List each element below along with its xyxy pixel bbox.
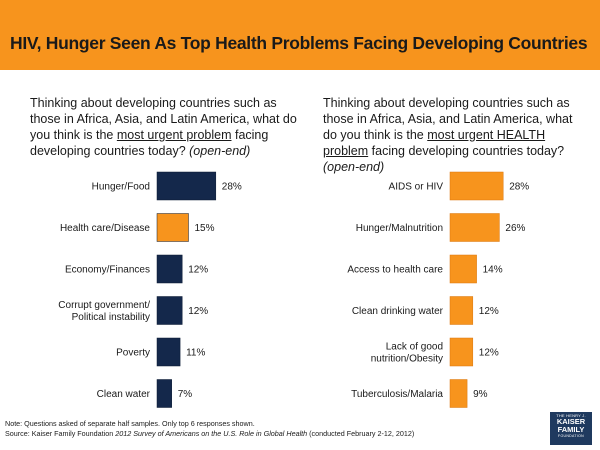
value-label-0-0: 28%: [222, 182, 242, 193]
footer-source: Source: Kaiser Family Foundation 2012 Su…: [5, 429, 525, 439]
category-label-1-4-line0: Lack of good: [386, 342, 443, 353]
kff-logo: THE HENRY J. KAISER FAMILY FOUNDATION: [550, 412, 592, 445]
right-question-post: facing developing countries today?: [368, 144, 565, 158]
bar-0-4: [156, 337, 181, 367]
logo-line2: KAISER: [556, 417, 586, 426]
bar-0-3: [156, 296, 183, 325]
logo-line4: FOUNDATION: [558, 434, 584, 438]
left-question-tag: (open-end): [189, 144, 251, 158]
footer-note: Note: Questions asked of separate half s…: [5, 419, 255, 428]
right-question-underlined: most urgent HEALTH problem: [323, 128, 546, 158]
bar-1-4: [449, 337, 474, 367]
value-label-1-3: 12%: [479, 306, 499, 317]
bar-1-1: [449, 213, 500, 242]
header-banner: HIV, Hunger Seen As Top Health Problems …: [0, 0, 600, 70]
category-label-0-5: Clean water: [97, 389, 151, 400]
bar-0-2: [156, 254, 183, 284]
category-label-1-0: AIDS or HIV: [389, 182, 444, 193]
left-question-underlined: most urgent problem: [116, 128, 232, 142]
right-question: Thinking about developing countries such…: [323, 95, 588, 175]
value-label-1-2: 14%: [483, 265, 503, 276]
footer-source-pre: Source: Kaiser Family Foundation: [5, 429, 116, 438]
value-label-0-5: 7%: [178, 389, 193, 400]
category-label-1-2: Access to health care: [347, 265, 443, 276]
page-title: HIV, Hunger Seen As Top Health Problems …: [10, 33, 588, 53]
bar-1-0: [449, 171, 504, 201]
left-question-post: facing developing countries today?: [30, 128, 269, 158]
logo-line1: THE HENRY J.: [556, 413, 586, 418]
category-label-0-0: Hunger/Food: [92, 182, 150, 193]
value-label-0-3: 12%: [188, 306, 208, 317]
bar-0-0: [156, 171, 217, 201]
bar-0-5: [156, 379, 172, 408]
value-label-1-1: 26%: [505, 223, 525, 234]
category-label-1-4-line1: nutrition/Obesity: [371, 354, 443, 365]
category-label-0-3-line1: Political instability: [72, 312, 150, 323]
left-question: Thinking about developing countries such…: [30, 95, 305, 159]
value-label-0-4: 11%: [186, 348, 205, 359]
value-label-0-1: 15%: [195, 223, 215, 234]
value-label-1-5: 9%: [473, 389, 488, 400]
chart-urgent-problem: 28% Hunger/Food 15% Health care/Disease 12% E…: [58, 171, 242, 408]
value-label-0-2: 12%: [188, 265, 208, 276]
footer-source-title: 2012 Survey of Americans on the U.S. Rol…: [115, 429, 308, 438]
right-question-tag: (open-end): [323, 160, 385, 174]
bar-1-5: [449, 379, 468, 408]
category-label-0-2: Economy/Finances: [65, 265, 150, 276]
right-question-pre: Thinking about developing countries such…: [323, 96, 573, 142]
bar-0-1: [156, 213, 189, 242]
logo-line3: FAMILY: [557, 425, 585, 434]
category-label-0-3-line0: Corrupt government/: [58, 300, 150, 311]
left-question-pre: Thinking about developing countries such…: [30, 96, 297, 142]
footer: Note: Questions asked of separate half s…: [5, 419, 525, 439]
bar-1-2: [449, 254, 477, 284]
footer-source-post: (conducted February 2-12, 2012): [307, 429, 415, 438]
chart-urgent-health-problem: 28% AIDS or HIV 26% Hunger/Malnutrition 14% A…: [347, 171, 529, 408]
value-label-1-4: 12%: [479, 348, 499, 359]
value-label-1-0: 28%: [509, 182, 529, 193]
category-label-0-1: Health care/Disease: [60, 223, 150, 234]
category-label-1-5: Tuberculosis/Malaria: [351, 389, 443, 400]
category-label-1-1: Hunger/Malnutrition: [356, 223, 443, 234]
bar-1-3: [449, 296, 474, 325]
category-label-1-3: Clean drinking water: [352, 306, 444, 317]
category-label-0-4: Poverty: [116, 348, 150, 359]
